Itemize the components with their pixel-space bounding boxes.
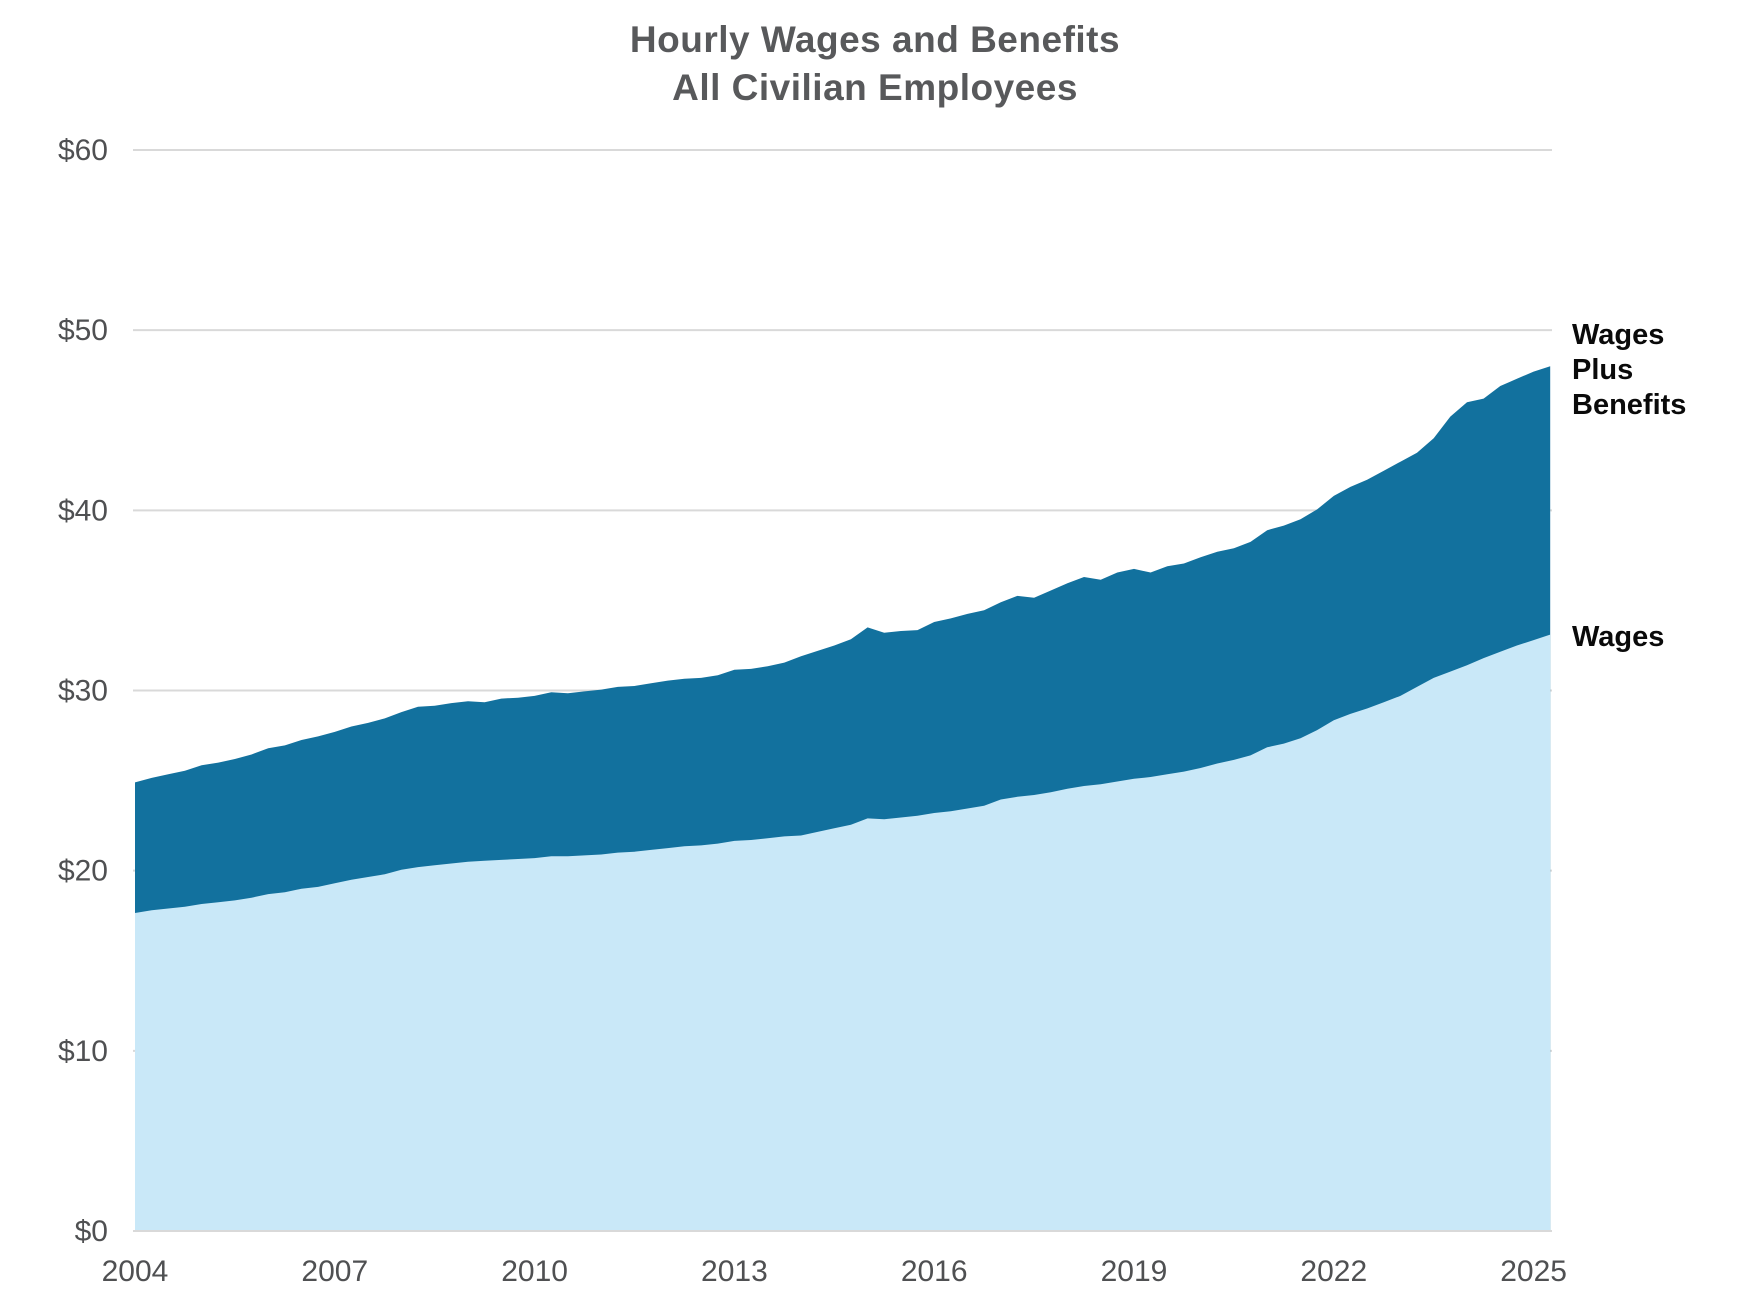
- chart-title-line1: Hourly Wages and Benefits: [629, 19, 1121, 60]
- chart-title-line2: All Civilian Employees: [672, 67, 1078, 108]
- wages-area: [135, 634, 1551, 1230]
- y-tick-label: $0: [75, 1215, 108, 1248]
- x-tick-label: 2010: [501, 1255, 568, 1288]
- y-tick-label: $50: [58, 314, 108, 347]
- x-tick-label: 2004: [102, 1255, 169, 1288]
- y-tick-label: $10: [58, 1035, 108, 1068]
- x-tick-label: 2016: [901, 1255, 968, 1288]
- y-tick-label: $40: [58, 494, 108, 527]
- y-tick-label: $20: [58, 855, 108, 888]
- x-tick-label: 2019: [1101, 1255, 1168, 1288]
- y-tick-label: $30: [58, 674, 108, 707]
- chart-title: Hourly Wages and Benefits All Civilian E…: [0, 16, 1750, 112]
- x-tick-label: 2013: [701, 1255, 768, 1288]
- y-tick-label: $60: [58, 134, 108, 167]
- x-tick-label: 2025: [1500, 1255, 1567, 1288]
- x-tick-label: 2022: [1300, 1255, 1367, 1288]
- series-label-wages: Wages: [1572, 621, 1665, 653]
- x-tick-label: 2007: [301, 1255, 368, 1288]
- series-label-wages-plus-benefits: Wages Plus Benefits: [1572, 319, 1687, 421]
